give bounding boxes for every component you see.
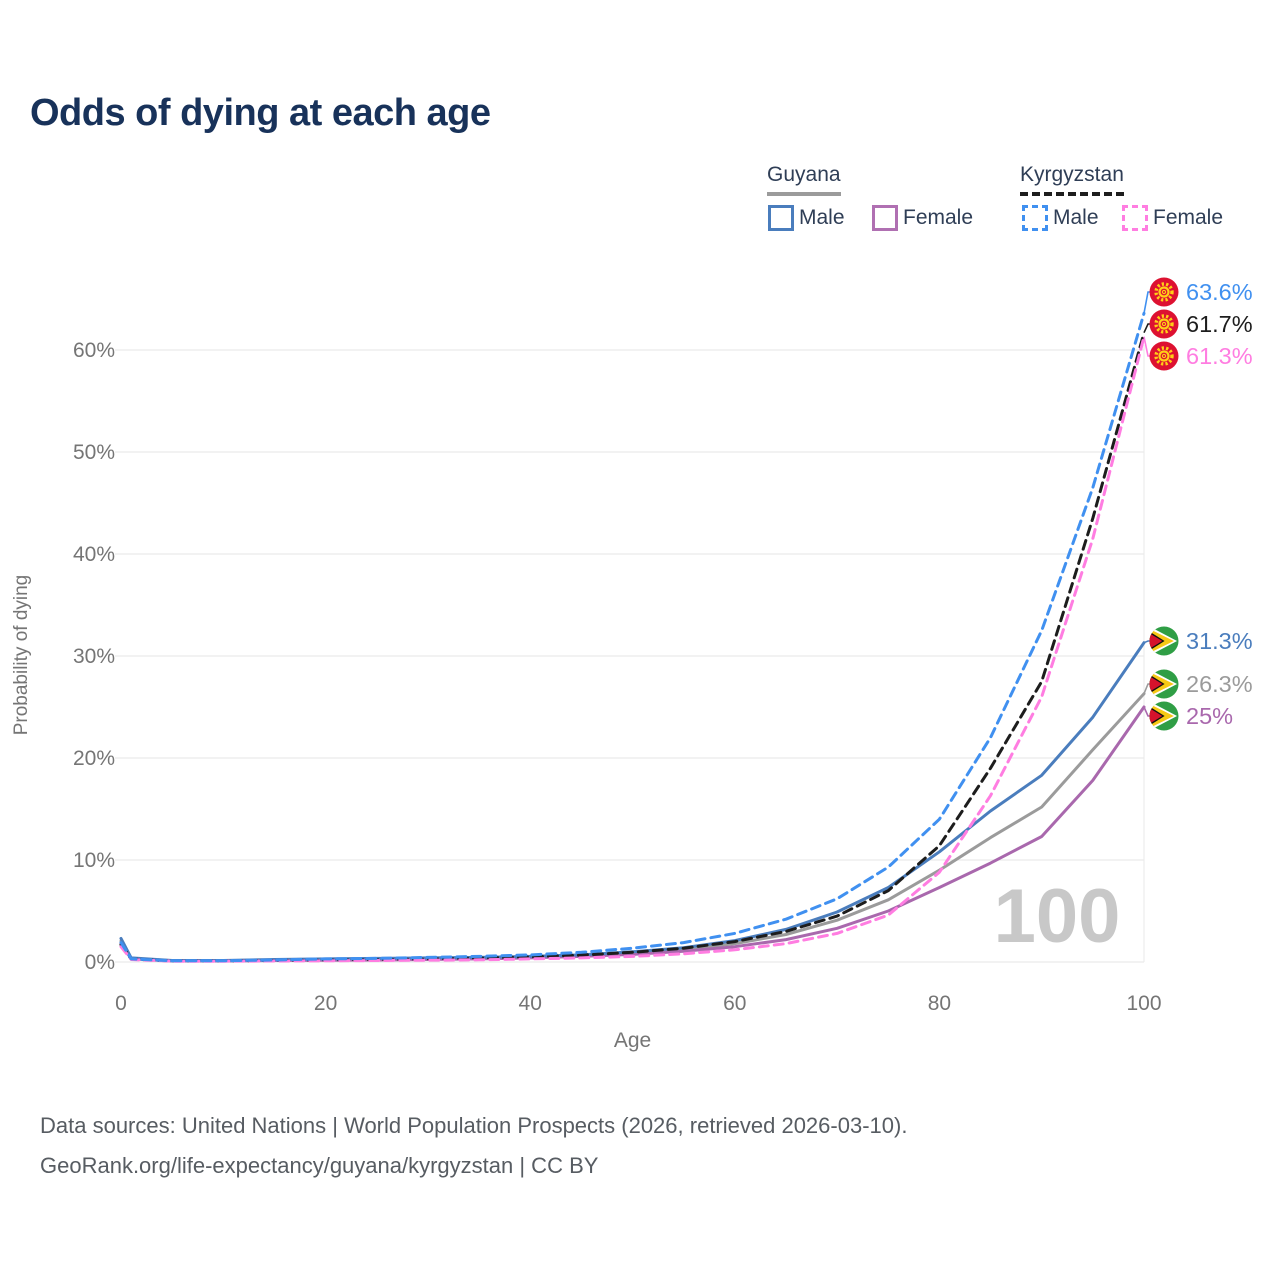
legend-group-guyana[interactable]: Guyana [767,163,841,196]
guyana-flag-icon [1149,669,1179,699]
page-title: Odds of dying at each age [30,92,491,134]
legend-item-guyana-male[interactable]: Male [768,205,845,231]
legend-item-kyrgyzstan-female[interactable]: Female [1122,205,1223,231]
x-tick-label: 0 [115,992,127,1015]
legend-group-kyrgyzstan[interactable]: Kyrgyzstan [1020,163,1124,196]
x-axis-title: Age [614,1029,651,1052]
series-line-kyrgyzstan-male [119,311,1146,963]
series-line-guyana-female [119,705,1146,963]
end-value-label: 25% [1186,703,1233,729]
legend-label: Female [903,206,974,229]
data-source-line: Data sources: United Nations | World Pop… [40,1113,908,1138]
kyrgyzstan-flag-icon [1149,277,1179,307]
guyana-male-swatch-icon [768,205,794,231]
y-tick-label: 20% [73,747,115,770]
footer-attribution: Data sources: United Nations | World Pop… [40,1106,907,1186]
x-tick-label: 40 [519,992,542,1015]
kyrgyzstan-male-swatch-icon [1022,205,1048,231]
kyrgyzstan-flag-icon [1149,309,1179,339]
end-label-connector [1143,291,1150,314]
end-value-label: 63.6% [1186,279,1253,305]
end-label-connector [1143,683,1150,695]
y-tick-label: 50% [73,441,115,464]
y-tick-label: 40% [73,543,115,566]
kyrgyzstan-flag-icon [1149,341,1179,371]
series-line-guyana-all [119,692,1146,963]
end-value-label: 61.3% [1186,343,1253,369]
series-line-kyrgyzstan-all [119,331,1146,963]
guyana-female-swatch-icon [872,205,898,231]
guyana-flag-icon [1149,701,1179,731]
y-tick-label: 10% [73,849,115,872]
series-line-kyrgyzstan-female [119,335,1146,963]
end-value-label: 61.7% [1186,311,1253,337]
x-tick-label: 20 [314,992,337,1015]
license-line: GeoRank.org/life-expectancy/guyana/kyrgy… [40,1153,599,1178]
kyrgyzstan-female-swatch-icon [1122,205,1148,231]
legend-label: Female [1153,206,1224,229]
series-line-guyana-male [119,641,1146,962]
x-tick-label: 60 [723,992,746,1015]
age-watermark: 100 [994,874,1121,959]
legend-label: Male [799,206,845,229]
end-label-connector [1143,640,1150,644]
x-tick-label: 80 [928,992,951,1015]
end-value-label: 26.3% [1186,671,1253,697]
end-label-connector [1143,336,1150,357]
legend-label: Male [1053,206,1099,229]
y-tick-label: 60% [73,339,115,362]
guyana-flag-icon [1149,626,1179,656]
legend-item-guyana-female[interactable]: Female [872,205,973,231]
y-axis-title: Probability of dying [11,574,32,736]
end-value-label: 31.3% [1186,628,1253,654]
y-tick-label: 0% [85,951,115,974]
legend-item-kyrgyzstan-male[interactable]: Male [1022,205,1099,231]
end-label-connector [1143,706,1150,717]
y-tick-label: 30% [73,645,115,668]
end-label-connector [1143,323,1150,334]
x-tick-label: 100 [1126,992,1161,1015]
